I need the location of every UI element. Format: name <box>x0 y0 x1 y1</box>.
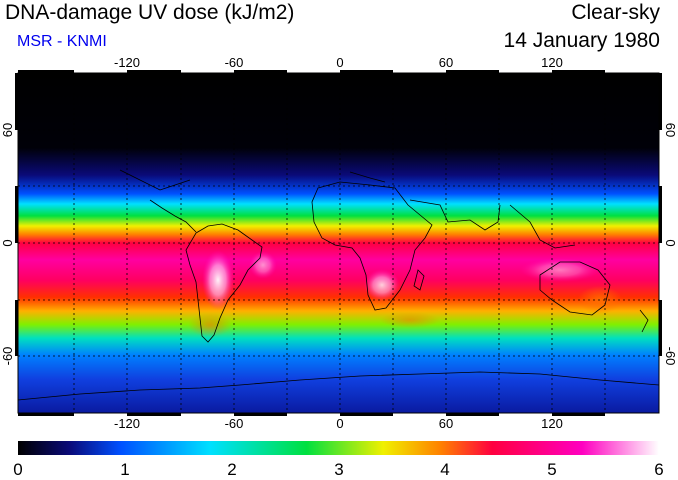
coast-southeast-asia <box>509 204 576 249</box>
lon-label-bottom-120: 120 <box>541 416 563 431</box>
map-title: DNA-damage UV dose (kJ/m2) <box>5 1 295 24</box>
lon-label-top-minus60: -60 <box>225 55 244 70</box>
colorbar-label-4: 4 <box>440 460 449 479</box>
coast-madagascar <box>413 269 425 291</box>
lat-label-right-60: 60 <box>663 123 678 137</box>
date-label: 14 January 1980 <box>503 29 660 52</box>
coast-south-america <box>185 223 263 343</box>
lon-label-top-120: 120 <box>541 55 563 70</box>
coastlines <box>18 169 659 401</box>
source-label: MSR - KNMI <box>17 33 107 50</box>
coast-new-zealand <box>639 309 649 333</box>
lat-label-left-minus60: -60 <box>0 347 15 366</box>
lat-labels-left: 60 0 -60 <box>0 123 15 366</box>
coast-arabia-india <box>409 199 501 231</box>
lon-label-bottom-minus120: -120 <box>114 416 140 431</box>
lat-label-left-0: 0 <box>0 239 15 246</box>
graticule <box>18 73 659 413</box>
colorbar <box>18 441 659 455</box>
colorbar-label-2: 2 <box>227 460 236 479</box>
colorbar-label-1: 1 <box>120 460 129 479</box>
lon-labels-bottom: -120 -60 0 60 120 <box>114 416 563 431</box>
coast-north-america <box>119 169 191 191</box>
colorbar-label-6: 6 <box>654 460 663 479</box>
colorbar-label-5: 5 <box>547 460 556 479</box>
lon-label-top-minus120: -120 <box>114 55 140 70</box>
lat-label-right-minus60: -60 <box>663 347 678 366</box>
map-frame <box>15 70 662 416</box>
lat-label-right-0: 0 <box>663 239 678 246</box>
lat-labels-right: 60 0 -60 <box>663 123 678 366</box>
lon-labels-top: -120 -60 0 60 120 <box>114 55 563 70</box>
lon-label-top-60: 60 <box>439 55 453 70</box>
lon-label-top-0: 0 <box>336 55 343 70</box>
colorbar-label-3: 3 <box>334 460 343 479</box>
lon-label-bottom-60: 60 <box>439 416 453 431</box>
lat-label-left-60: 60 <box>0 123 15 137</box>
colorbar-labels: 0 1 2 3 4 5 6 <box>13 460 663 479</box>
coast-central-america <box>149 199 197 233</box>
lon-label-bottom-0: 0 <box>336 416 343 431</box>
lon-label-bottom-minus60: -60 <box>225 416 244 431</box>
colorbar-label-0: 0 <box>13 460 22 479</box>
coast-europe <box>349 171 386 183</box>
coast-antarctica <box>18 371 659 401</box>
sky-condition-label: Clear-sky <box>571 1 660 24</box>
